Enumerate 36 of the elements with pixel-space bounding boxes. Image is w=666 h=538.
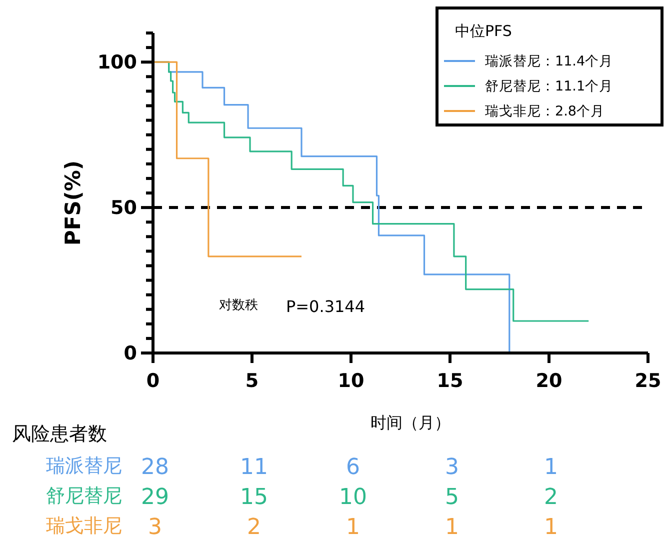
x-tick-label: 5 — [245, 370, 259, 392]
text: 2 — [247, 515, 261, 538]
text: 1 — [346, 515, 360, 538]
text: 瑞派替尼 — [46, 455, 122, 477]
text: 10 — [339, 485, 367, 510]
annotation: 对数秩 — [219, 298, 258, 313]
y-tick-label: 0 — [124, 342, 137, 365]
text: 15 — [240, 485, 268, 510]
legend-label: 舒尼替尼：11.1个月 — [485, 78, 614, 95]
text: 28 — [141, 455, 169, 480]
y-tick-label: 50 — [110, 197, 137, 220]
x-tick-label: 20 — [536, 370, 562, 392]
x-tick-label: 0 — [146, 370, 160, 392]
text: 瑞戈非尼 — [46, 515, 122, 537]
text: 风险患者数 — [12, 423, 107, 445]
x-tick-label: 25 — [634, 370, 662, 392]
text: 5 — [445, 485, 459, 510]
text: 1 — [544, 455, 558, 480]
text: 11 — [240, 455, 268, 480]
annotation: P=0.3144 — [286, 297, 366, 316]
y-axis-title: PFS(%) — [61, 160, 85, 246]
y-tick-label: 100 — [97, 52, 137, 74]
legend-title: 中位PFS — [455, 22, 512, 40]
x-axis-title: 时间（月） — [370, 413, 450, 432]
text: 2 — [544, 485, 558, 510]
legend-label: 瑞戈非尼：2.8个月 — [485, 104, 604, 120]
text: 3 — [148, 515, 162, 538]
text: 舒尼替尼 — [46, 485, 122, 507]
text: 3 — [445, 455, 459, 480]
x-tick-label: 10 — [338, 370, 364, 392]
text: 1 — [445, 515, 459, 538]
text: 6 — [346, 455, 360, 480]
x-tick-label: 15 — [436, 370, 464, 392]
text: 1 — [544, 515, 558, 538]
legend-label: 瑞派替尼：11.4个月 — [485, 54, 614, 70]
text: 29 — [141, 485, 169, 510]
